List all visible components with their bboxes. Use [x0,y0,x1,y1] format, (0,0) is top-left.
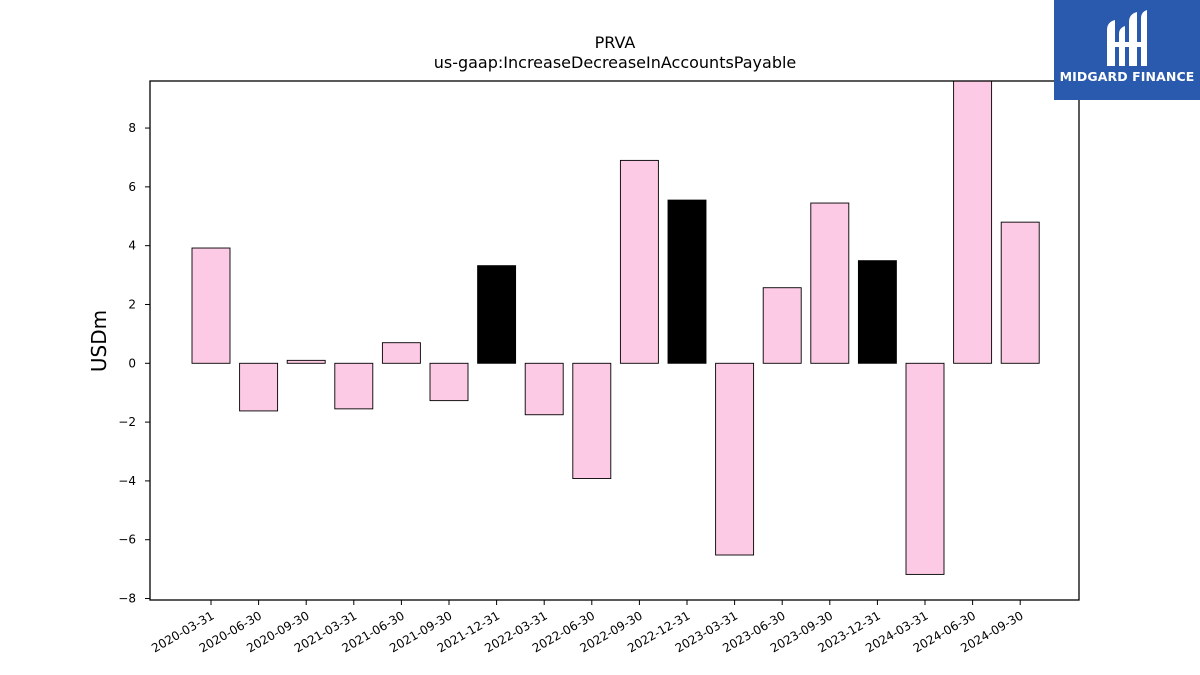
y-tick-label: 8 [128,121,136,135]
bar-2021-06-30 [381,342,421,364]
y-tick-label: −8 [118,592,136,606]
midgard-finance-logo: MIDGARD FINANCE [1054,0,1200,100]
bar-2021-12-31 [477,265,517,364]
plot-frame [149,80,1080,601]
chart-subtitle: us-gaap:IncreaseDecreaseInAccountsPayabl… [434,53,797,72]
bar-2023-06-30 [762,287,802,364]
bar-2023-12-31 [857,260,897,364]
y-tick-label: 6 [128,180,136,194]
y-tick-label: −2 [118,415,136,429]
bar-2021-03-31 [334,362,374,410]
bar-2021-09-30 [429,362,469,402]
bar-2020-06-30 [239,362,279,412]
bar-2024-09-30 [1000,221,1040,364]
bar-2022-06-30 [572,362,612,480]
bar-2022-09-30 [619,159,659,364]
y-tick-label: 2 [128,297,136,311]
chart-title: PRVA [595,33,636,52]
bar-2023-03-31 [715,362,755,556]
bar-2022-12-31 [667,199,707,364]
bar-2024-03-31 [905,362,945,575]
bar-2023-09-30 [810,202,850,364]
bar-2024-06-30 [953,80,993,364]
y-tick-label: 0 [128,356,136,370]
y-tick-label: −6 [118,533,136,547]
y-axis-label: USDm [87,310,111,372]
bar-2020-09-30 [286,359,326,364]
logo-text: MIDGARD FINANCE [1059,69,1195,84]
bar-2020-03-31 [191,247,231,364]
y-tick-label: 4 [128,239,136,253]
y-tick-label: −4 [118,474,136,488]
bar-2022-03-31 [524,362,564,416]
logo-mark-icon [1107,10,1147,66]
